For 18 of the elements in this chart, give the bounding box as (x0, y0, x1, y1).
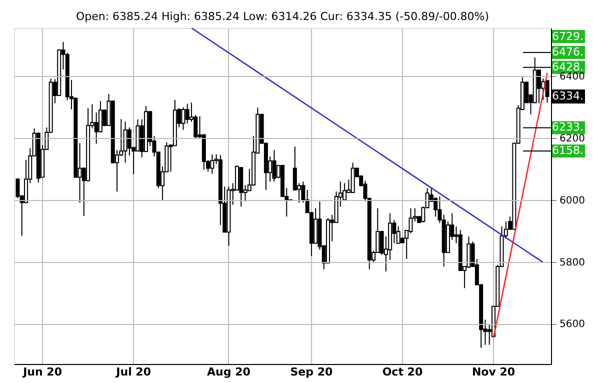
x-tick-label: Jun 20 (22, 366, 62, 378)
y-tick-label: 6400 (560, 72, 585, 82)
y-tick-label: 6000 (560, 195, 585, 206)
x-tick-label: Sep 20 (290, 366, 333, 378)
y-tick-label: 5600 (560, 319, 585, 330)
ref-line-label: 6476. (552, 45, 584, 58)
y-tick-label: 5800 (560, 257, 585, 268)
x-tick-label: Nov 20 (472, 366, 516, 378)
text: 6729. (552, 30, 584, 43)
ref-line-label: 6158. (552, 144, 584, 157)
y-tick-label: 6200 (560, 133, 585, 144)
x-tick-label: Jul 20 (115, 366, 152, 378)
annotation: 6334. (552, 89, 584, 102)
ref-line-label: 6233. (552, 120, 584, 134)
x-tick-label: Oct 20 (382, 366, 423, 378)
chart-title: Open: 6385.24 High: 6385.24 Low: 6314.26 Cur: 6334.35 (-50.89/-00.80%) (76, 10, 490, 23)
ref-line-label: 6428. (552, 60, 584, 74)
x-tick-label: Aug 20 (207, 366, 251, 378)
